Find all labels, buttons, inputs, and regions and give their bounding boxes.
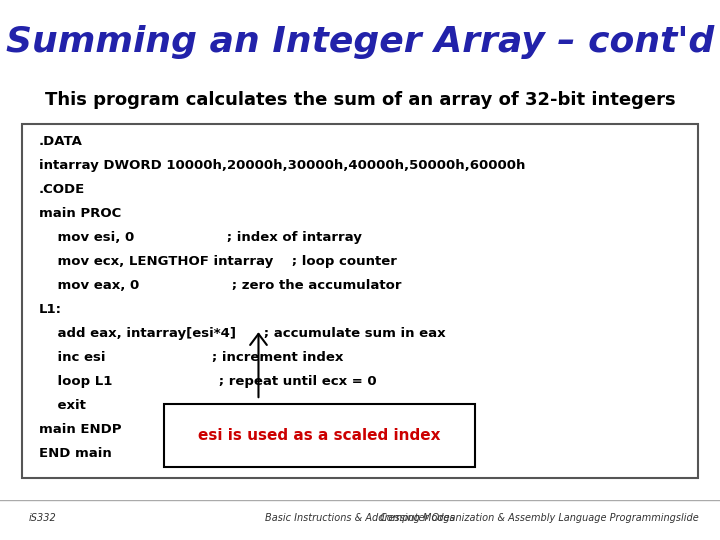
Text: exit: exit bbox=[39, 399, 86, 412]
Text: inc esi                       ; increment index: inc esi ; increment index bbox=[39, 351, 343, 364]
Text: L1:: L1: bbox=[39, 303, 61, 316]
Text: main ENDP: main ENDP bbox=[39, 423, 121, 436]
Text: add eax, intarray[esi*4]      ; accumulate sum in eax: add eax, intarray[esi*4] ; accumulate su… bbox=[39, 327, 445, 340]
Text: Computer Organization & Assembly Language Programmingslide: Computer Organization & Assembly Languag… bbox=[379, 512, 698, 523]
Text: Summing an Integer Array – cont'd: Summing an Integer Array – cont'd bbox=[6, 25, 714, 59]
Text: mov eax, 0                    ; zero the accumulator: mov eax, 0 ; zero the accumulator bbox=[39, 279, 401, 292]
Text: intarray DWORD 10000h,20000h,30000h,40000h,50000h,60000h: intarray DWORD 10000h,20000h,30000h,4000… bbox=[39, 159, 525, 172]
Text: loop L1                       ; repeat until ecx = 0: loop L1 ; repeat until ecx = 0 bbox=[39, 375, 376, 388]
Text: Basic Instructions & Addressing Modes: Basic Instructions & Addressing Modes bbox=[265, 512, 455, 523]
Text: main PROC: main PROC bbox=[39, 207, 121, 220]
Text: .DATA: .DATA bbox=[39, 135, 82, 148]
Text: iS332: iS332 bbox=[29, 512, 57, 523]
Text: This program calculates the sum of an array of 32-bit integers: This program calculates the sum of an ar… bbox=[45, 91, 675, 109]
FancyBboxPatch shape bbox=[22, 124, 698, 478]
Text: END main: END main bbox=[39, 447, 112, 460]
FancyBboxPatch shape bbox=[163, 403, 475, 467]
Text: mov esi, 0                    ; index of intarray: mov esi, 0 ; index of intarray bbox=[39, 231, 361, 244]
FancyArrowPatch shape bbox=[250, 334, 267, 397]
Text: esi is used as a scaled index: esi is used as a scaled index bbox=[198, 428, 441, 443]
Text: .CODE: .CODE bbox=[39, 183, 85, 196]
Text: mov ecx, LENGTHOF intarray    ; loop counter: mov ecx, LENGTHOF intarray ; loop counte… bbox=[39, 255, 397, 268]
